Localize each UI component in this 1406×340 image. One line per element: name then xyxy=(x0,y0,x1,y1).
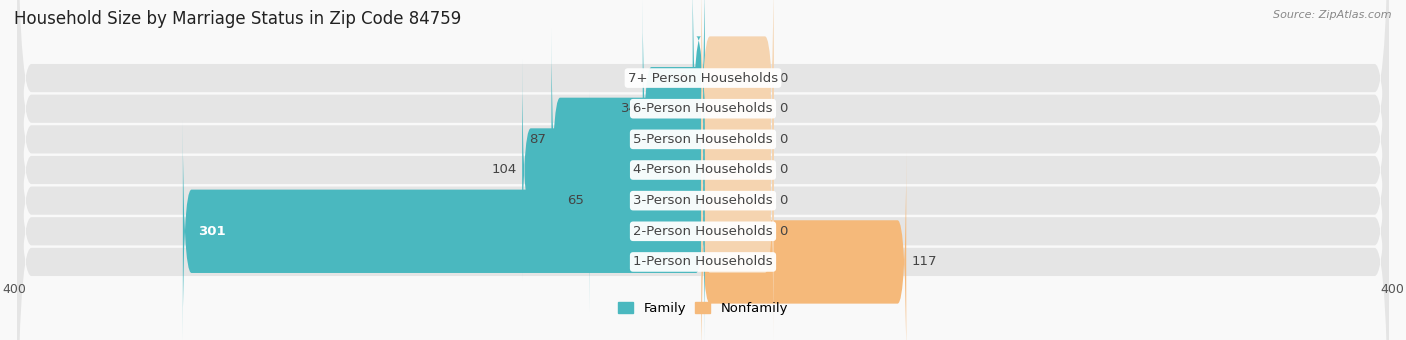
Text: 117: 117 xyxy=(911,255,936,269)
FancyBboxPatch shape xyxy=(17,0,1389,340)
Text: 0: 0 xyxy=(779,133,787,146)
Text: 34: 34 xyxy=(620,102,637,115)
FancyBboxPatch shape xyxy=(17,0,1389,340)
FancyBboxPatch shape xyxy=(551,28,704,251)
Text: 5-Person Households: 5-Person Households xyxy=(633,133,773,146)
FancyBboxPatch shape xyxy=(702,89,773,312)
Text: 1-Person Households: 1-Person Households xyxy=(633,255,773,269)
Text: 65: 65 xyxy=(567,194,583,207)
Text: 301: 301 xyxy=(198,225,226,238)
FancyBboxPatch shape xyxy=(17,0,1389,340)
FancyBboxPatch shape xyxy=(702,58,773,282)
FancyBboxPatch shape xyxy=(702,28,773,251)
FancyBboxPatch shape xyxy=(17,0,1389,340)
FancyBboxPatch shape xyxy=(702,0,773,190)
FancyBboxPatch shape xyxy=(17,0,1389,309)
Text: 2-Person Households: 2-Person Households xyxy=(633,225,773,238)
FancyBboxPatch shape xyxy=(693,0,704,190)
Text: 87: 87 xyxy=(530,133,547,146)
FancyBboxPatch shape xyxy=(702,150,907,340)
Text: 6-Person Households: 6-Person Households xyxy=(633,102,773,115)
Text: 0: 0 xyxy=(779,71,787,85)
FancyBboxPatch shape xyxy=(183,120,704,340)
Text: Household Size by Marriage Status in Zip Code 84759: Household Size by Marriage Status in Zip… xyxy=(14,10,461,28)
Text: 0: 0 xyxy=(779,102,787,115)
Text: 3-Person Households: 3-Person Households xyxy=(633,194,773,207)
FancyBboxPatch shape xyxy=(702,0,773,220)
FancyBboxPatch shape xyxy=(589,89,704,312)
FancyBboxPatch shape xyxy=(522,58,704,282)
FancyBboxPatch shape xyxy=(17,0,1389,340)
Text: 7+ Person Households: 7+ Person Households xyxy=(628,71,778,85)
FancyBboxPatch shape xyxy=(702,120,773,340)
Text: 0: 0 xyxy=(779,194,787,207)
Text: Source: ZipAtlas.com: Source: ZipAtlas.com xyxy=(1274,10,1392,20)
Text: 0: 0 xyxy=(779,164,787,176)
FancyBboxPatch shape xyxy=(643,0,704,220)
Legend: Family, Nonfamily: Family, Nonfamily xyxy=(612,296,794,320)
Text: 4-Person Households: 4-Person Households xyxy=(633,164,773,176)
Text: 0: 0 xyxy=(779,225,787,238)
Text: 104: 104 xyxy=(492,164,517,176)
Text: 5: 5 xyxy=(679,71,688,85)
FancyBboxPatch shape xyxy=(17,31,1389,340)
